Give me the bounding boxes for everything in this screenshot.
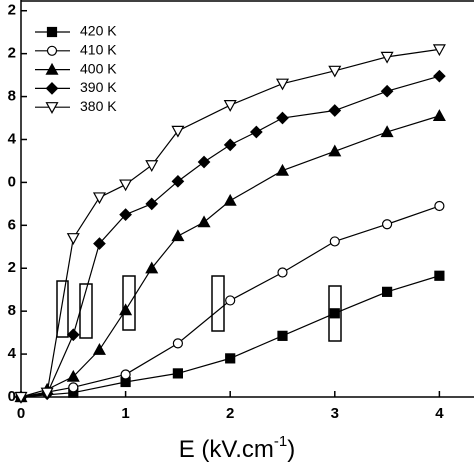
marker <box>145 160 159 172</box>
marker <box>329 308 340 319</box>
legend-marker <box>45 82 59 95</box>
y-tick-label: 6 <box>8 216 16 233</box>
marker <box>14 391 28 404</box>
y-tick-label: 8 <box>8 302 16 319</box>
marker <box>329 236 340 247</box>
marker <box>432 44 446 57</box>
y-tick-label: 2 <box>8 259 16 276</box>
marker <box>433 69 446 83</box>
marker <box>68 382 79 393</box>
marker <box>172 368 183 379</box>
marker <box>66 369 80 382</box>
marker <box>381 219 393 230</box>
legend-label: 420 K <box>80 23 117 39</box>
marker <box>171 229 185 242</box>
marker <box>93 237 106 250</box>
annotation-box <box>211 275 225 332</box>
marker <box>276 111 289 125</box>
marker <box>381 286 393 297</box>
legend-label: 400 K <box>80 60 117 76</box>
marker <box>277 267 288 278</box>
marker <box>66 233 80 245</box>
marker <box>172 338 183 349</box>
y-tick-label: 8 <box>8 88 16 105</box>
marker <box>40 387 54 400</box>
marker <box>380 51 394 64</box>
marker <box>249 125 263 139</box>
marker <box>120 369 131 380</box>
y-tick-label: 2 <box>8 45 16 62</box>
marker <box>380 84 394 98</box>
marker <box>225 353 236 364</box>
marker <box>223 138 237 152</box>
annotation-box <box>328 285 342 342</box>
annotation-box <box>56 280 69 338</box>
marker <box>66 328 80 342</box>
annotation-boxes <box>56 275 342 342</box>
marker <box>434 270 445 281</box>
y-tick-label: 4 <box>8 345 17 362</box>
y-tick-label: 4 <box>8 130 17 147</box>
marker <box>119 208 132 221</box>
marker <box>432 109 446 121</box>
marker <box>119 303 133 316</box>
marker <box>171 125 185 138</box>
marker <box>434 200 445 212</box>
annotation-box <box>122 275 136 331</box>
x-tick-label: 2 <box>226 405 234 422</box>
marker <box>328 65 342 78</box>
marker <box>277 330 288 341</box>
x-tick-label: 3 <box>331 405 339 422</box>
marker <box>92 343 106 355</box>
legend-label: 410 K <box>80 42 117 58</box>
marker <box>197 155 211 169</box>
marker <box>225 295 236 306</box>
x-tick-label: 4 <box>435 405 444 422</box>
y-tick-label: 0 <box>8 173 16 190</box>
marker <box>223 100 237 112</box>
marker <box>197 215 211 228</box>
marker <box>275 163 290 176</box>
marker <box>145 261 159 274</box>
marker <box>223 193 237 206</box>
x-tick-label: 0 <box>17 405 25 422</box>
legend-marker <box>46 26 58 38</box>
legend-marker <box>46 45 58 56</box>
marker <box>275 78 290 91</box>
marker <box>328 104 342 117</box>
legend-label: 390 K <box>80 79 117 95</box>
marker <box>328 144 342 157</box>
marker <box>119 179 133 192</box>
series-line <box>20 48 440 398</box>
series-line <box>20 275 440 398</box>
marker <box>92 192 106 205</box>
marker <box>171 174 185 188</box>
series-line <box>20 75 440 398</box>
marker <box>380 125 394 138</box>
x-tick-label: 1 <box>121 405 129 422</box>
x-axis-label: E (kV.cm-1) <box>179 433 295 463</box>
legend-marker <box>45 62 59 75</box>
marker <box>145 197 159 211</box>
legend-label: 380 K <box>80 98 117 114</box>
legend-marker <box>45 102 59 114</box>
y-tick-label: 0 <box>8 388 16 405</box>
y-tick-label: 2 <box>8 2 16 19</box>
